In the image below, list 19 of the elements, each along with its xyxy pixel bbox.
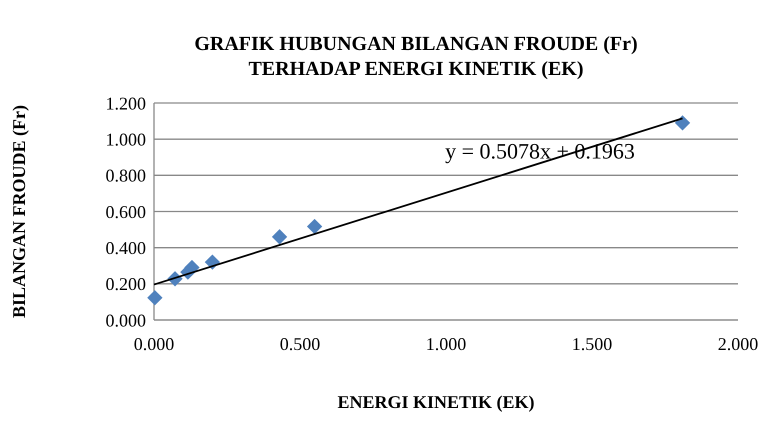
y-axis-title: BILANGAN FROUDE (Fr) bbox=[9, 105, 29, 318]
y-tick-label: 0.200 bbox=[106, 274, 146, 294]
x-tick-label: 2.000 bbox=[718, 334, 758, 354]
y-tick-label: 0.000 bbox=[106, 310, 146, 330]
y-tick-label: 0.600 bbox=[106, 202, 146, 222]
point bbox=[674, 115, 690, 131]
point bbox=[147, 290, 163, 306]
x-tick-label: 1.500 bbox=[572, 334, 612, 354]
y-tick-label: 0.400 bbox=[106, 238, 146, 258]
y-tick-label: 1.000 bbox=[106, 129, 146, 150]
chart-title: GRAFIK HUBUNGAN BILANGAN FROUDE (Fr) TERHADAP ENERGI KINETIK (EK) bbox=[194, 33, 638, 80]
x-axis-title: ENERGI KINETIK (EK) bbox=[337, 392, 535, 412]
point bbox=[272, 229, 288, 244]
y-tick-label: 0.800 bbox=[106, 166, 146, 186]
y-tick-label: 1.200 bbox=[106, 93, 146, 114]
x-tick-label: 0.000 bbox=[134, 334, 174, 354]
x-tick-label: 1.000 bbox=[426, 334, 466, 354]
x-tick-label: 0.500 bbox=[280, 334, 320, 354]
point bbox=[306, 218, 322, 234]
